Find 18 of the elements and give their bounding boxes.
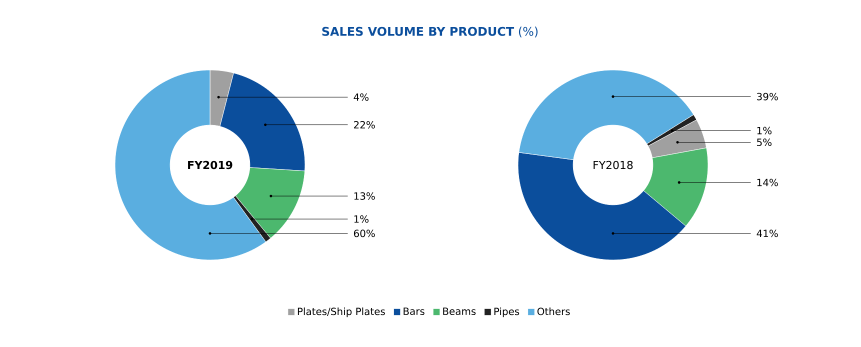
data-label: 5% <box>757 138 772 146</box>
chart-title: SALES VOLUME BY PRODUCT (%) <box>322 26 538 38</box>
data-label: 60% <box>354 230 375 238</box>
data-label: 13% <box>354 192 375 200</box>
data-label: 1% <box>354 215 369 223</box>
data-label: 39% <box>757 92 778 100</box>
text: FY2019 <box>188 160 232 170</box>
data-label: 4% <box>354 93 369 101</box>
legend-label: Beams <box>443 308 476 316</box>
legend-label: Pipes <box>494 307 520 318</box>
text: FY2018 <box>594 160 633 170</box>
data-label: 14% <box>757 178 778 186</box>
data-label: 22% <box>354 121 375 129</box>
legend-label: Others <box>537 307 570 316</box>
legend-label: Plates/Ship Plates <box>298 307 385 318</box>
data-label: 1% <box>757 126 772 134</box>
legend-label: Bars <box>404 308 424 316</box>
data-label: 41% <box>756 230 778 238</box>
